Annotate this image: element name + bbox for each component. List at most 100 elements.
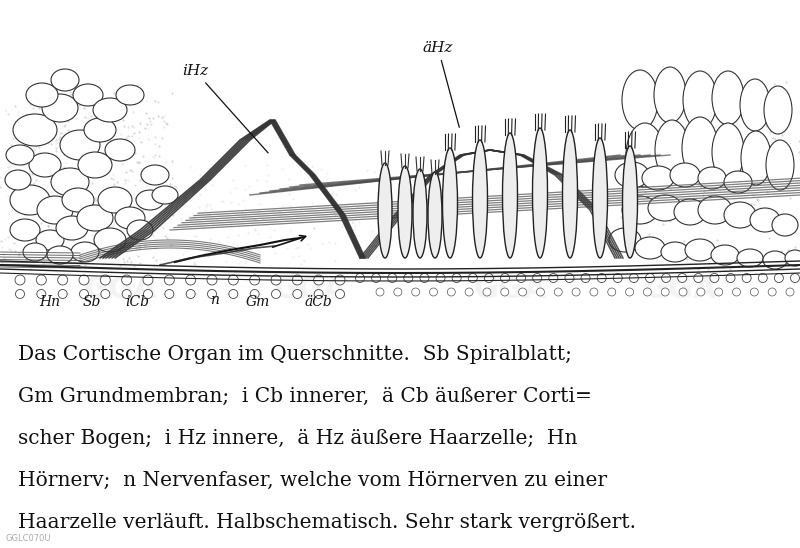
Text: iHz: iHz bbox=[182, 64, 268, 153]
Text: Sb: Sb bbox=[83, 295, 101, 309]
Ellipse shape bbox=[56, 216, 88, 240]
Circle shape bbox=[376, 288, 384, 296]
Ellipse shape bbox=[764, 86, 792, 134]
Ellipse shape bbox=[93, 98, 127, 122]
Circle shape bbox=[122, 275, 132, 285]
Ellipse shape bbox=[622, 196, 658, 224]
Ellipse shape bbox=[60, 130, 100, 160]
Circle shape bbox=[228, 275, 238, 285]
Text: äCb: äCb bbox=[304, 295, 332, 309]
Text: Gm: Gm bbox=[246, 295, 270, 309]
Ellipse shape bbox=[712, 71, 744, 125]
Ellipse shape bbox=[73, 84, 103, 106]
Text: äHz: äHz bbox=[423, 41, 459, 127]
Ellipse shape bbox=[685, 239, 715, 261]
Ellipse shape bbox=[698, 167, 726, 189]
Ellipse shape bbox=[42, 94, 78, 122]
Circle shape bbox=[404, 273, 413, 283]
Circle shape bbox=[394, 288, 402, 296]
Circle shape bbox=[36, 275, 46, 285]
Circle shape bbox=[726, 273, 735, 283]
Circle shape bbox=[750, 288, 758, 296]
Circle shape bbox=[314, 289, 323, 299]
Circle shape bbox=[518, 288, 526, 296]
Circle shape bbox=[388, 273, 397, 283]
Circle shape bbox=[355, 273, 365, 283]
Ellipse shape bbox=[428, 172, 442, 258]
Ellipse shape bbox=[6, 145, 34, 165]
Text: scher Bogen;  i Hz innere,  ä Hz äußere Haarzelle;  Hn: scher Bogen; i Hz innere, ä Hz äußere Ha… bbox=[18, 429, 578, 448]
Circle shape bbox=[533, 273, 542, 283]
Circle shape bbox=[590, 288, 598, 296]
Text: iCb: iCb bbox=[125, 295, 149, 309]
Ellipse shape bbox=[683, 71, 717, 129]
Circle shape bbox=[372, 273, 381, 283]
Ellipse shape bbox=[136, 190, 164, 210]
Ellipse shape bbox=[47, 246, 73, 264]
Ellipse shape bbox=[398, 166, 412, 258]
Ellipse shape bbox=[23, 243, 47, 261]
Ellipse shape bbox=[626, 123, 664, 187]
Ellipse shape bbox=[77, 205, 113, 231]
Ellipse shape bbox=[698, 196, 732, 224]
Ellipse shape bbox=[152, 186, 178, 204]
Text: GGA: GGA bbox=[83, 276, 157, 305]
Bar bbox=[0, 315, 800, 548]
Circle shape bbox=[143, 289, 153, 299]
Circle shape bbox=[501, 273, 510, 283]
Circle shape bbox=[420, 273, 429, 283]
Ellipse shape bbox=[5, 170, 31, 190]
Ellipse shape bbox=[635, 237, 665, 259]
Circle shape bbox=[250, 289, 259, 299]
Ellipse shape bbox=[674, 199, 706, 225]
Circle shape bbox=[452, 273, 461, 283]
Circle shape bbox=[733, 288, 741, 296]
Circle shape bbox=[100, 275, 110, 285]
Text: Haarzelle verläuft. Halbschematisch. Sehr stark vergrößert.: Haarzelle verläuft. Halbschematisch. Seh… bbox=[18, 513, 636, 532]
Ellipse shape bbox=[71, 242, 99, 262]
Ellipse shape bbox=[622, 146, 638, 258]
Text: Hn: Hn bbox=[39, 295, 61, 309]
Circle shape bbox=[314, 275, 324, 285]
Ellipse shape bbox=[642, 166, 674, 190]
Circle shape bbox=[229, 289, 238, 299]
Ellipse shape bbox=[62, 188, 94, 212]
Circle shape bbox=[626, 288, 634, 296]
Circle shape bbox=[15, 289, 25, 299]
Circle shape bbox=[292, 275, 302, 285]
Ellipse shape bbox=[593, 138, 607, 258]
Circle shape bbox=[565, 273, 574, 283]
Text: Das Cortische Organ im Querschnitte.  Sb Spiralblatt;: Das Cortische Organ im Querschnitte. Sb … bbox=[18, 345, 572, 364]
Circle shape bbox=[678, 273, 686, 283]
Ellipse shape bbox=[29, 153, 61, 177]
Circle shape bbox=[207, 275, 217, 285]
Circle shape bbox=[646, 273, 654, 283]
Circle shape bbox=[79, 275, 89, 285]
Ellipse shape bbox=[648, 195, 682, 221]
Circle shape bbox=[143, 275, 153, 285]
Circle shape bbox=[186, 275, 196, 285]
Circle shape bbox=[484, 273, 494, 283]
Circle shape bbox=[694, 273, 703, 283]
Circle shape bbox=[483, 288, 491, 296]
Circle shape bbox=[643, 288, 651, 296]
Ellipse shape bbox=[10, 219, 40, 241]
Circle shape bbox=[293, 289, 302, 299]
Ellipse shape bbox=[51, 69, 79, 91]
Ellipse shape bbox=[737, 249, 763, 267]
Ellipse shape bbox=[772, 214, 798, 236]
Circle shape bbox=[101, 289, 110, 299]
Circle shape bbox=[37, 289, 46, 299]
Circle shape bbox=[581, 273, 590, 283]
Circle shape bbox=[165, 289, 174, 299]
Ellipse shape bbox=[533, 128, 547, 258]
Circle shape bbox=[436, 273, 445, 283]
Circle shape bbox=[549, 273, 558, 283]
Ellipse shape bbox=[724, 202, 756, 228]
Circle shape bbox=[774, 273, 783, 283]
Ellipse shape bbox=[712, 123, 744, 181]
Circle shape bbox=[335, 289, 345, 299]
Circle shape bbox=[742, 273, 751, 283]
Circle shape bbox=[714, 288, 722, 296]
Ellipse shape bbox=[37, 196, 73, 224]
